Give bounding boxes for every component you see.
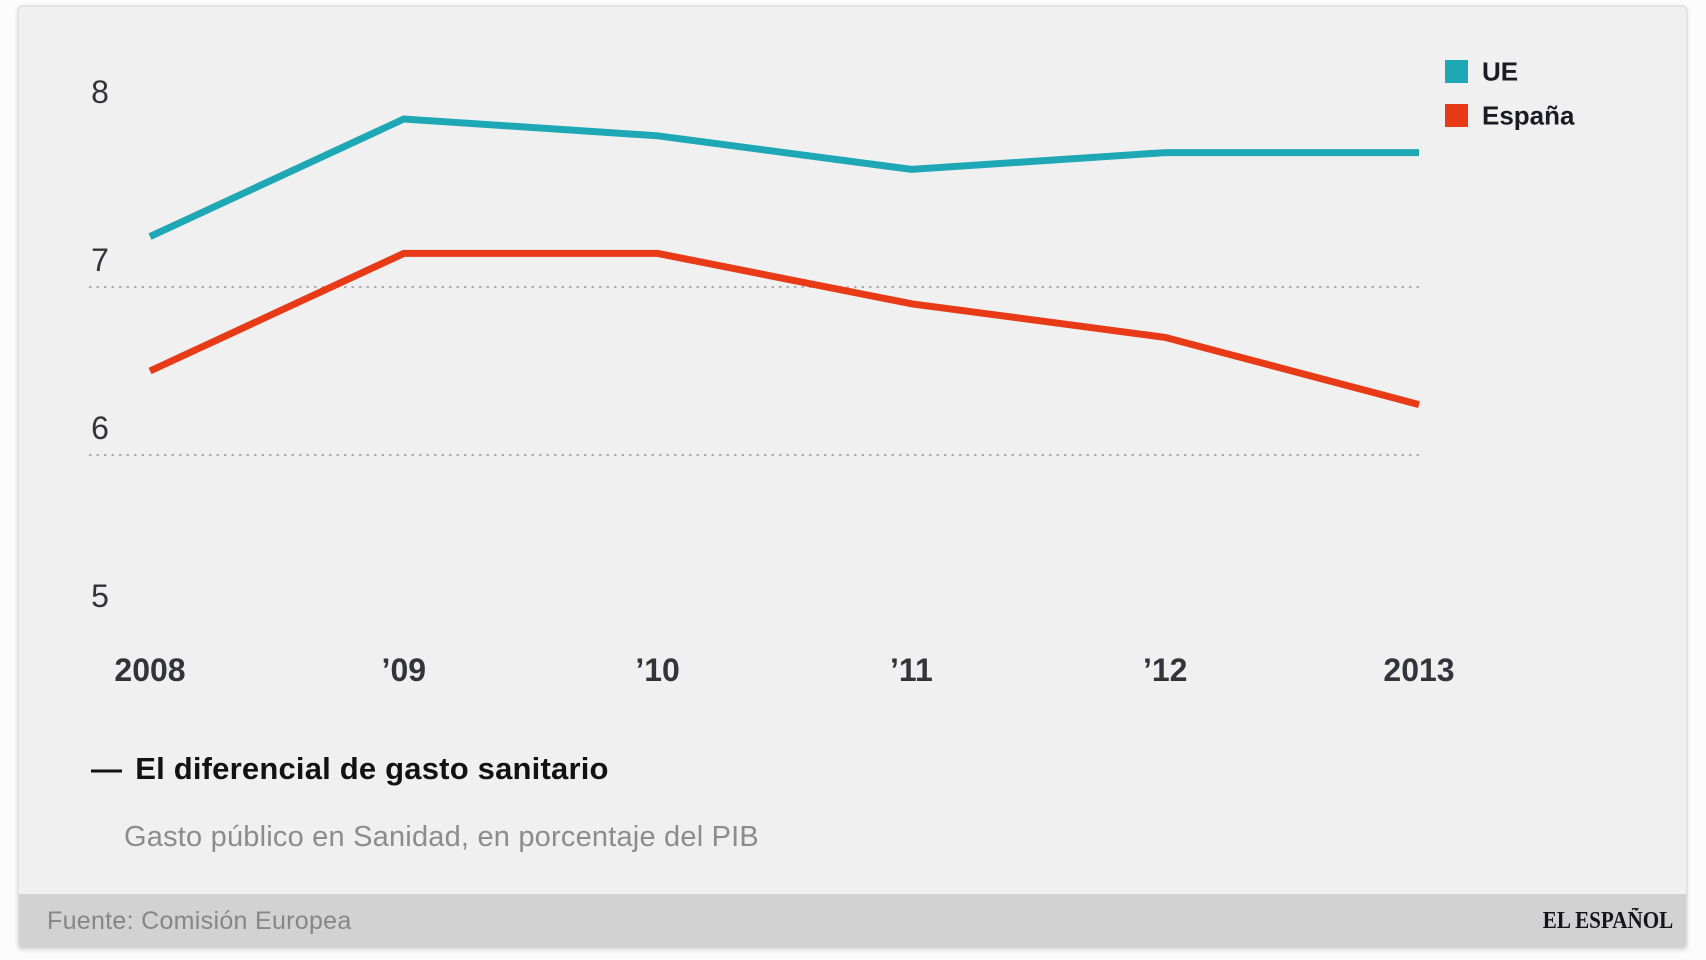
series-line-españa [148, 249, 1420, 408]
legend-swatch-ue [1445, 60, 1468, 83]
title-dash: — [91, 751, 123, 786]
x-tick-label-2012: ’12 [1143, 652, 1187, 688]
x-tick-label-2010: ’10 [635, 652, 679, 688]
chart-title-row: — El diferencial de gasto sanitario [91, 751, 609, 787]
x-tick-label-2008: 2008 [114, 652, 185, 688]
y-tick-label-8: 8 [91, 74, 109, 110]
chart-title: El diferencial de gasto sanitario [135, 751, 609, 786]
chart-card: 8 7 6 5 2008 ’09 ’10 ’11 ’12 2013 UE España — El di… [17, 5, 1688, 950]
source-text: Fuente: Comisión Europea [47, 906, 352, 935]
x-tick-label-2009: ’09 [382, 652, 426, 688]
chart-subtitle: Gasto público en Sanidad, en porcentaje … [124, 821, 759, 853]
y-tick-label-5: 5 [91, 578, 109, 614]
brand-logo: EL ESPAÑOL [1542, 907, 1673, 934]
legend-swatch-españa [1445, 104, 1468, 127]
series-line-ue [148, 115, 1419, 240]
legend-label-ue: UE [1482, 57, 1518, 87]
footer-bar: Fuente: Comisión Europea EL ESPAÑOL [19, 894, 1686, 948]
y-tick-label-6: 6 [91, 410, 109, 446]
x-tick-label-2013: 2013 [1383, 652, 1454, 688]
line-chart-plot: 8 7 6 5 2008 ’09 ’10 ’11 ’12 2013 UE España [89, 57, 1575, 688]
y-tick-label-7: 7 [91, 242, 109, 278]
x-tick-label-2011: ’11 [890, 652, 933, 688]
legend-label-españa: España [1482, 101, 1575, 131]
